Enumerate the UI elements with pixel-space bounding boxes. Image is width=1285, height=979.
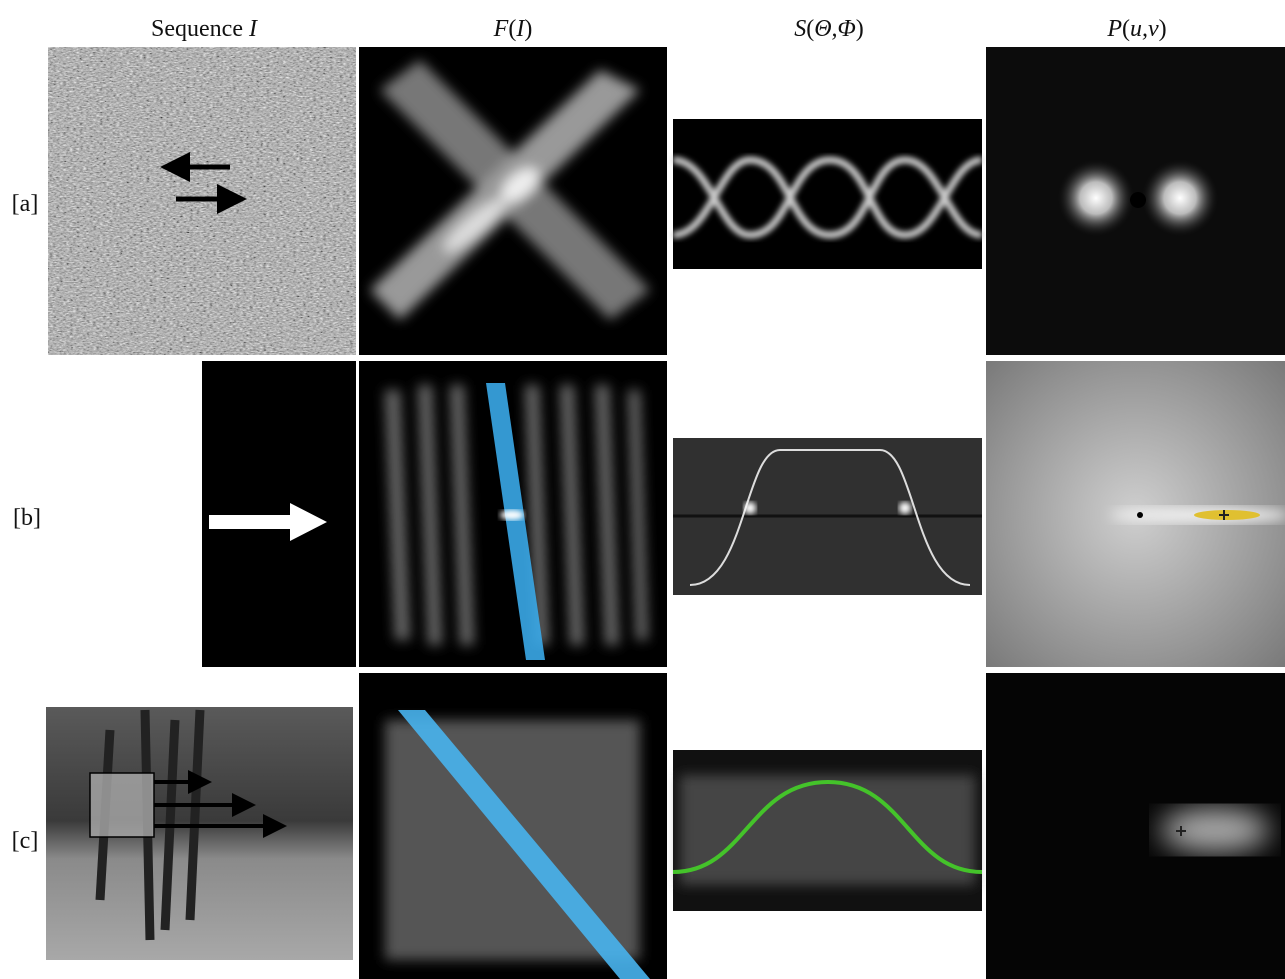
headers: Sequence I F(I) S(Θ,Φ) P(u,v) <box>151 16 1167 42</box>
blob <box>1056 158 1136 238</box>
figure: Sequence I F(I) S(Θ,Φ) P(u,v) [a] [b] [c… <box>0 0 1285 979</box>
center <box>1130 192 1146 208</box>
blob <box>1140 158 1220 238</box>
header-part: ) <box>856 16 864 42</box>
header-part: Sequence <box>151 16 249 42</box>
highlight <box>899 502 911 514</box>
header-part: F <box>493 16 509 42</box>
row-a <box>48 47 1285 355</box>
col-header: P(u,v) <box>1106 16 1166 42</box>
header-part: Θ,Φ <box>814 16 856 42</box>
patch <box>90 773 154 837</box>
header-part: ) <box>1159 16 1167 42</box>
bar-image <box>202 361 356 667</box>
row-b <box>202 361 1285 667</box>
highlight <box>500 510 524 520</box>
col-header: Sequence I <box>151 16 258 42</box>
row-label: [a] <box>12 191 39 217</box>
header-part: ( <box>508 16 516 42</box>
col-header: F(I) <box>493 16 533 42</box>
header-part: ) <box>524 16 532 42</box>
header-part: u,v <box>1130 16 1159 42</box>
header-part: ( <box>806 16 814 42</box>
header-part: P <box>1106 16 1122 42</box>
highlight <box>744 502 756 514</box>
col-header: S(Θ,Φ) <box>794 16 864 42</box>
row-label: [c] <box>12 828 39 854</box>
header-part: S <box>794 16 806 42</box>
row-c <box>46 673 1285 979</box>
header-part: ( <box>1122 16 1130 42</box>
header-part: I <box>248 16 258 42</box>
row-labels: [a] [b] [c] <box>12 191 41 854</box>
center <box>1137 512 1143 518</box>
row-label: [b] <box>13 505 41 531</box>
texture <box>680 775 975 885</box>
